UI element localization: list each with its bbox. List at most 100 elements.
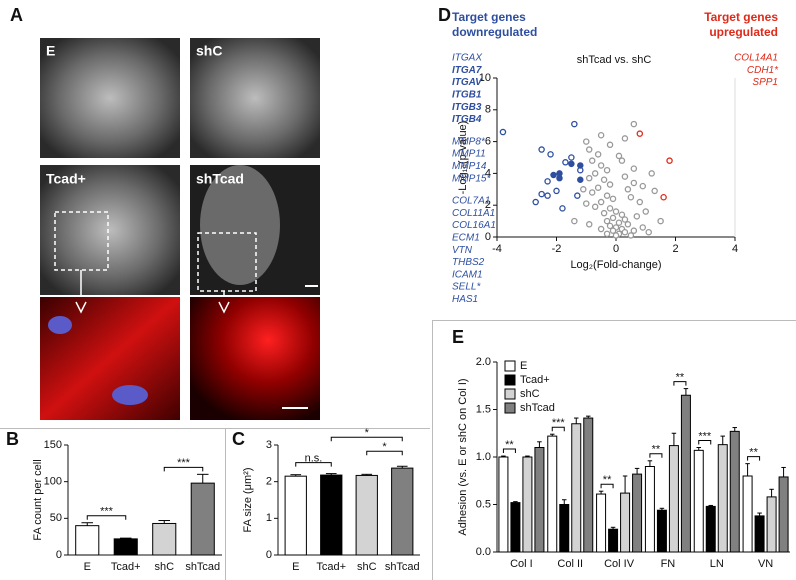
data-point: [571, 217, 578, 225]
data-point: [597, 225, 605, 233]
data-point: [568, 154, 575, 161]
significance-label: **: [749, 447, 758, 459]
data-point: [591, 170, 599, 177]
bar: [754, 515, 765, 553]
gene-label: COL11A1: [452, 208, 495, 219]
data-point: [630, 179, 638, 187]
panel-letter: E: [452, 327, 464, 347]
error-bar: [647, 460, 653, 467]
legend-swatch: [504, 360, 516, 372]
image-label: E: [46, 43, 55, 59]
data-point: [615, 219, 623, 226]
y-tick-label: 0.0: [476, 546, 491, 558]
x-tick-label: 0: [613, 243, 619, 255]
data-point: [621, 135, 629, 142]
error-bar: [81, 522, 94, 526]
data-point: [666, 157, 673, 164]
panel-letter: B: [6, 429, 19, 449]
significance-bracket: [366, 450, 403, 456]
gene-label: SELL*: [452, 282, 481, 293]
y-tick-label: 8: [485, 104, 491, 116]
gene-label: CDH1*: [747, 65, 779, 76]
data-point: [633, 213, 641, 220]
error-bar: [361, 473, 373, 476]
x-axis-label: Log₂(Fold-change): [570, 259, 661, 271]
x-tick-label: E: [84, 561, 91, 573]
data-point: [636, 130, 644, 137]
data-point: [588, 189, 596, 196]
data-point: [597, 198, 605, 206]
bar: [571, 423, 582, 553]
significance-bracket: [600, 483, 614, 489]
significance-label: n.s.: [305, 453, 323, 465]
y-tick-label: 150: [44, 439, 62, 451]
significance-label: ***: [100, 506, 114, 518]
data-point: [574, 192, 581, 199]
y-tick-label: 4: [485, 167, 491, 179]
y-tick-label: 0: [56, 549, 62, 561]
gene-label: COL7A1: [452, 196, 490, 207]
data-point: [624, 221, 632, 228]
gene-label: VTN: [452, 245, 473, 256]
bar: [668, 445, 679, 553]
y-axis-label: FA count per cell: [32, 459, 44, 540]
data-point: [645, 228, 652, 236]
x-tick-label: shTcad: [385, 561, 420, 573]
x-tick-label: Tcad+: [111, 561, 141, 573]
gene-label: HAS1: [452, 294, 478, 305]
x-tick-label: shC: [357, 561, 377, 573]
error-bar: [550, 433, 555, 437]
data-point: [544, 178, 551, 185]
data-point: [609, 227, 617, 234]
data-point: [639, 182, 647, 190]
significance-label: ***: [552, 417, 566, 429]
data-point: [600, 209, 608, 217]
y-tick-label: 2.0: [476, 356, 491, 368]
legend-label: Tcad+: [520, 374, 550, 386]
bar: [284, 475, 307, 556]
data-point: [585, 174, 593, 182]
data-point: [556, 174, 563, 182]
gene-label: MMP8*: [452, 136, 486, 147]
data-point: [651, 187, 658, 195]
data-point: [630, 227, 638, 234]
bar: [510, 502, 521, 553]
data-point: [612, 232, 620, 239]
bar: [547, 435, 558, 553]
image-label: Tcad+: [46, 171, 86, 187]
y-tick-label: 1: [266, 512, 272, 524]
data-point: [580, 186, 587, 193]
gene-label: ECM1: [452, 233, 480, 244]
y-tick-label: 1.0: [476, 451, 491, 463]
data-point: [585, 221, 593, 228]
y-tick-label: 2: [485, 199, 491, 211]
data-point: [603, 217, 611, 225]
error-bar: [396, 465, 408, 469]
bar: [693, 449, 704, 553]
significance-bracket: [551, 426, 565, 432]
bar: [729, 430, 740, 553]
data-point: [583, 138, 590, 145]
x-tick-label: Col IV: [604, 558, 635, 570]
gene-label: ITGAX: [452, 53, 482, 64]
y-axis-label: FA size (μm²): [242, 467, 254, 532]
x-tick-label: Col II: [557, 558, 583, 570]
data-point: [597, 162, 605, 169]
bar: [583, 417, 594, 553]
y-tick-label: 1.5: [476, 403, 491, 415]
significance-label: **: [652, 444, 661, 456]
error-bar: [720, 435, 725, 445]
data-point: [553, 187, 560, 195]
y-axis-label: -Log₁₀(p-value): [457, 121, 469, 195]
data-point: [499, 128, 507, 136]
header-up: Target genes upregulated: [704, 10, 778, 39]
gene-label: MMP14: [452, 161, 487, 172]
error-bar: [622, 475, 628, 494]
data-point: [562, 159, 569, 166]
bar: [717, 444, 728, 553]
x-tick-label: Col I: [510, 558, 533, 570]
chart-title: shTcad vs. shC: [577, 54, 652, 66]
error-bar: [610, 526, 616, 530]
x-tick-label: shTcad: [185, 561, 220, 573]
bar: [632, 473, 643, 553]
